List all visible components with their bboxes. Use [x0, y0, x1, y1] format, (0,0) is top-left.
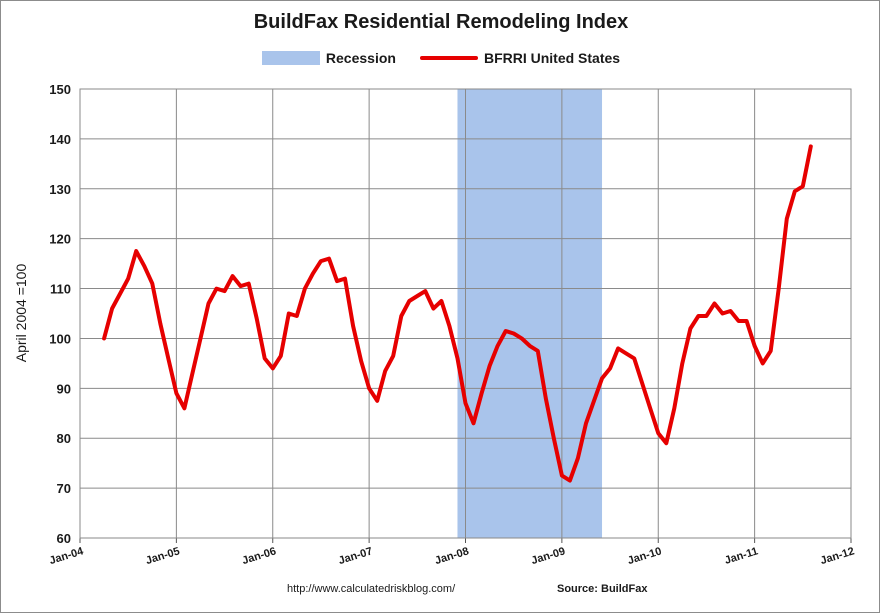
x-tick-label: Jan-10 — [626, 545, 663, 567]
series-line-bfrri — [102, 144, 813, 483]
chart-title: BuildFax Residential Remodeling Index — [253, 11, 629, 33]
legend: Recession BFRRI United States — [1, 50, 880, 66]
y-tick-label: 110 — [50, 282, 71, 297]
y-tick-label: 70 — [57, 481, 71, 496]
footer-url: http://www.calculatedriskblog.com/ — [287, 583, 456, 595]
recession-band — [457, 89, 603, 538]
y-tick-label: 80 — [57, 431, 71, 446]
legend-swatch-series — [419, 56, 478, 60]
legend-swatch-recession — [261, 51, 320, 65]
legend-label-recession: Recession — [325, 50, 396, 66]
x-tick-label: Jan-06 — [241, 545, 278, 567]
y-tick-label: 140 — [49, 132, 71, 147]
y-tick-label: 120 — [49, 232, 71, 247]
y-axis-label-text: April 2004 =100 — [13, 263, 29, 363]
x-tick-label: Jan-04 — [48, 545, 86, 567]
footer-source: Source: BuildFax — [557, 583, 648, 595]
y-tick-label: 130 — [49, 182, 71, 197]
x-tick-label: Jan-09 — [530, 545, 567, 567]
legend-item-recession: Recession — [261, 50, 396, 66]
x-tick-label: Jan-05 — [144, 545, 181, 567]
legend-item-series: BFRRI United States — [419, 50, 621, 66]
plot-border — [79, 88, 852, 539]
legend-label-series: BFRRI United States — [483, 50, 621, 66]
x-tick-label: Jan-07 — [337, 545, 374, 567]
y-tick-label: 60 — [57, 531, 71, 546]
x-tick-label: Jan-08 — [434, 545, 471, 567]
x-tick-label: Jan-12 — [819, 545, 856, 567]
x-tick-label: Jan-11 — [723, 545, 759, 566]
y-tick-label: 100 — [49, 331, 71, 346]
y-tick-label: 150 — [49, 82, 71, 97]
y-tick-label: 90 — [57, 381, 71, 396]
